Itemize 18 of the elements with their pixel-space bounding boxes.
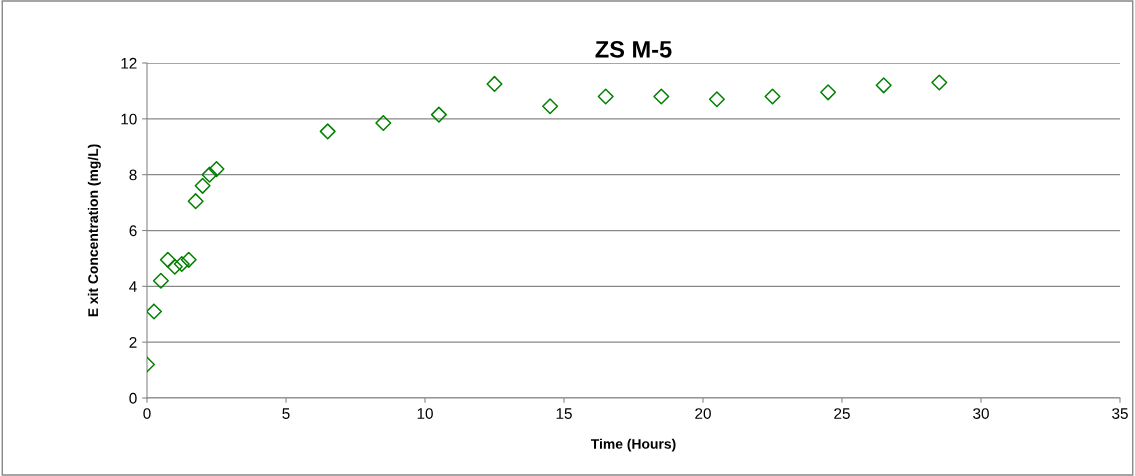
y-tick-label: 0 (129, 392, 137, 404)
chart-title: ZS M-5 (595, 40, 672, 58)
x-tick-label: 10 (417, 408, 433, 419)
x-tick-label: 30 (973, 408, 989, 419)
x-tick-label: 25 (834, 408, 850, 419)
x-tick-label: 0 (143, 408, 151, 419)
y-tick-label: 12 (121, 57, 137, 69)
y-tick-label: 8 (129, 169, 137, 181)
y-tick-label: 2 (129, 337, 137, 348)
x-tick-label: 5 (282, 408, 290, 419)
x-tick-label: 35 (1112, 408, 1128, 419)
y-tick-label: 4 (129, 281, 137, 292)
x-axis-title: Time (Hours) (590, 438, 676, 452)
y-axis-title: E xit Concentration (mg/L) (87, 144, 101, 317)
x-tick-label: 20 (695, 408, 711, 419)
y-tick-label: 6 (129, 225, 137, 237)
y-tick-label: 10 (121, 113, 137, 125)
x-tick-label: 15 (556, 408, 572, 419)
